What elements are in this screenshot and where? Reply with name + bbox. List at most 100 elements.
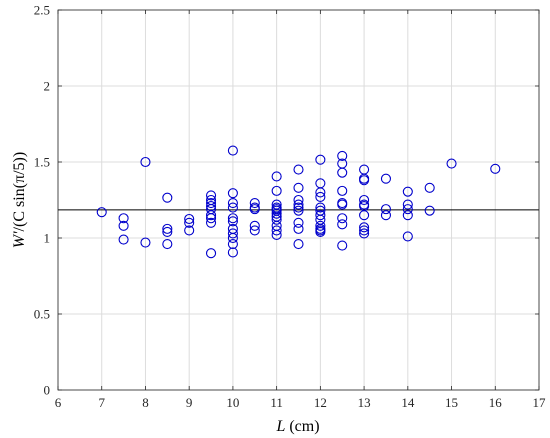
data-point <box>271 229 282 241</box>
data-point <box>402 199 413 210</box>
data-point <box>227 145 238 156</box>
x-tick-label: 6 <box>55 395 62 410</box>
data-points <box>96 145 501 259</box>
y-tick-label: 0 <box>44 383 51 398</box>
data-point <box>249 197 260 209</box>
data-point <box>118 220 129 231</box>
data-point <box>424 205 435 216</box>
y-tick-label: 0.5 <box>34 307 50 322</box>
data-point <box>359 175 370 186</box>
data-point <box>227 247 238 258</box>
data-point <box>271 225 282 236</box>
data-point <box>359 222 370 233</box>
data-point <box>205 197 217 209</box>
data-point <box>337 185 348 196</box>
data-point <box>315 202 326 213</box>
y-axis-label: W'/(C sin(π/5)) <box>11 152 28 248</box>
x-tick-label: 17 <box>533 395 547 410</box>
data-point <box>293 194 304 206</box>
data-point <box>227 239 238 250</box>
x-tick-label: 11 <box>270 395 283 410</box>
data-point <box>315 191 326 203</box>
y-tick-labels: 0 0.5 1 1.5 2 2.5 <box>34 3 50 398</box>
data-point <box>380 204 392 215</box>
data-point <box>293 164 304 175</box>
x-tick-label: 7 <box>98 395 105 410</box>
data-point <box>205 190 217 201</box>
x-axis-label: L (cm) <box>275 418 319 435</box>
data-point <box>249 225 260 236</box>
x-tick-label: 10 <box>226 395 239 410</box>
data-point <box>271 185 282 196</box>
data-point <box>446 158 457 169</box>
data-point <box>271 214 282 225</box>
x-tick-label: 16 <box>489 395 503 410</box>
data-point <box>315 210 326 221</box>
data-point <box>293 239 304 250</box>
data-point <box>293 202 304 213</box>
data-point <box>380 173 392 184</box>
data-point <box>380 210 392 221</box>
data-point <box>227 228 238 239</box>
data-point <box>359 228 370 239</box>
data-point <box>205 213 217 224</box>
x-tick-labels: 6 7 8 9 10 11 12 13 14 15 16 17 <box>55 395 546 410</box>
grid-lines <box>57 9 540 391</box>
data-point <box>227 202 238 213</box>
data-point <box>490 163 501 174</box>
data-point <box>359 194 370 206</box>
data-point <box>118 213 129 224</box>
y-tick-label: 1 <box>44 231 51 246</box>
data-point <box>140 237 151 248</box>
data-point <box>293 182 304 193</box>
data-point <box>184 213 195 225</box>
data-point <box>315 187 326 198</box>
data-point <box>315 226 326 237</box>
data-point <box>337 240 348 251</box>
data-point <box>271 208 282 219</box>
x-tick-label: 12 <box>314 395 327 410</box>
data-point <box>249 204 260 215</box>
data-point <box>118 234 129 245</box>
data-point <box>315 220 326 231</box>
data-point <box>337 219 348 230</box>
y-tick-label: 2 <box>44 79 51 94</box>
data-point <box>205 248 217 259</box>
data-point <box>184 217 195 228</box>
data-point <box>337 167 348 178</box>
x-tick-label: 13 <box>358 395 371 410</box>
data-point <box>293 199 304 210</box>
y-tick-label: 2.5 <box>34 3 50 18</box>
data-point <box>337 150 348 161</box>
x-tick-label: 14 <box>401 395 415 410</box>
y-tick-label: 1.5 <box>34 155 50 170</box>
data-point <box>315 154 326 165</box>
data-point <box>293 217 304 228</box>
data-point <box>293 205 304 216</box>
data-point <box>293 223 304 234</box>
data-point <box>140 156 151 168</box>
x-tick-label: 9 <box>186 395 193 410</box>
data-point <box>227 232 238 244</box>
plot-frame <box>57 9 540 391</box>
data-point <box>227 197 238 209</box>
data-point <box>96 207 107 218</box>
data-point <box>402 204 413 215</box>
data-point <box>162 226 173 237</box>
axis-ticks <box>57 9 540 391</box>
data-point <box>205 217 217 228</box>
data-point <box>402 210 413 221</box>
data-point <box>162 239 173 250</box>
data-point <box>205 210 217 221</box>
x-tick-label: 15 <box>445 395 458 410</box>
data-point <box>402 186 413 197</box>
data-point <box>227 213 238 224</box>
data-point <box>337 213 348 224</box>
data-point <box>184 225 195 236</box>
data-point <box>424 182 435 193</box>
data-point <box>227 188 238 199</box>
data-point <box>359 225 370 236</box>
data-point <box>162 192 173 203</box>
data-point <box>249 220 260 231</box>
